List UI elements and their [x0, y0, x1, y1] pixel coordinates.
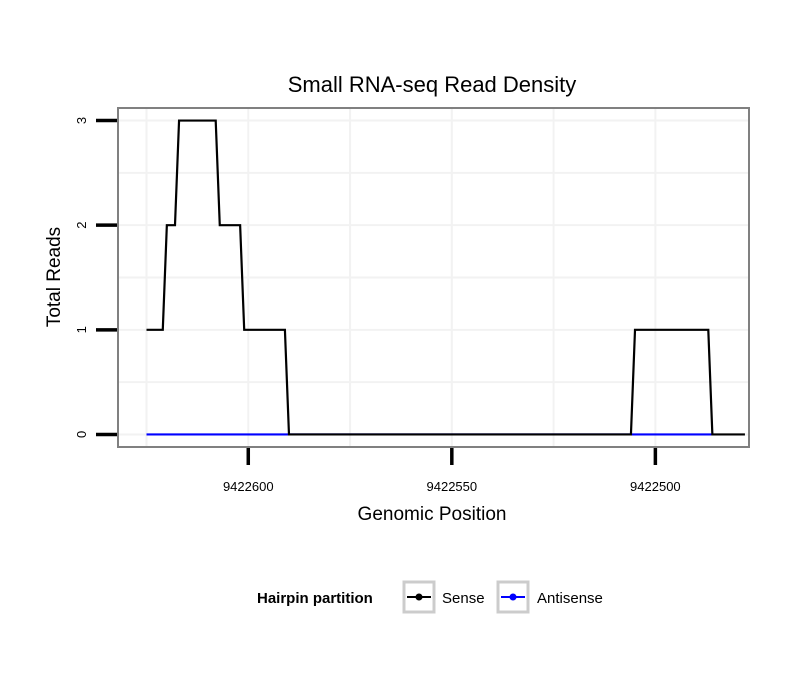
x-tick-label: 9422550 — [427, 479, 478, 494]
legend-title: Hairpin partition — [257, 590, 373, 607]
gridlines — [118, 108, 749, 447]
legend-dot-antisense — [509, 593, 517, 601]
x-tick-label: 9422600 — [223, 479, 274, 494]
x-axis-title: Genomic Position — [358, 504, 507, 525]
x-tick-label: 9422500 — [630, 479, 681, 494]
legend-item-antisense: Antisense — [496, 580, 603, 614]
series-layer — [146, 119, 745, 436]
chart-title: Small RNA-seq Read Density — [288, 72, 577, 97]
y-axis: 0 1 2 3 — [74, 117, 117, 438]
y-tick-label: 0 — [74, 431, 89, 438]
series-line-sense — [146, 119, 745, 436]
panel-border — [117, 107, 750, 448]
legend-item-sense: Sense — [402, 580, 485, 614]
legend-dot-sense — [415, 593, 423, 601]
legend-label-sense: Sense — [442, 590, 485, 607]
y-axis-title: Total Reads — [44, 227, 65, 327]
x-axis: 9422600 9422550 9422500 — [223, 448, 681, 494]
y-tick-label: 2 — [74, 222, 89, 229]
y-tick-label: 3 — [74, 117, 89, 124]
legend: Hairpin partition Sense Antisense — [257, 580, 603, 614]
y-tick-label: 1 — [74, 326, 89, 333]
legend-label-antisense: Antisense — [537, 590, 603, 607]
